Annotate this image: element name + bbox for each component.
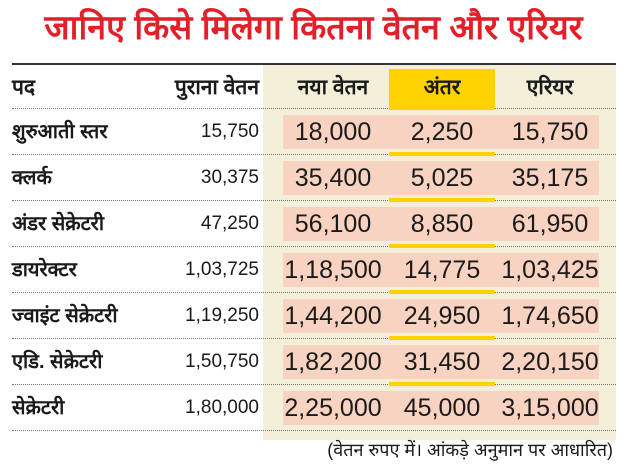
difference-highlight-strip bbox=[389, 152, 495, 156]
header-new-salary: नया वेतन bbox=[297, 76, 369, 99]
cell-post: ज्वाइंट सेक्रेटरी bbox=[12, 305, 118, 327]
row-separator bbox=[12, 246, 616, 247]
footnote: (वेतन रुपए में। आंकड़े अनुमान पर आधारित) bbox=[327, 440, 613, 460]
difference-highlight-strip bbox=[389, 336, 495, 340]
value-cell-background bbox=[283, 115, 599, 149]
cell-new-salary: 1,44,200 bbox=[284, 302, 382, 330]
cell-new-salary: 1,18,500 bbox=[284, 256, 382, 284]
value-cell-background bbox=[283, 345, 599, 379]
cell-arrear: 1,74,650 bbox=[501, 302, 599, 330]
cell-difference: 14,775 bbox=[403, 256, 481, 284]
cell-post: शुरुआती स्तर bbox=[12, 121, 108, 143]
cell-new-salary: 35,400 bbox=[294, 164, 372, 192]
table-header-row: पद पुराना वेतन नया वेतन अंतर एरियर bbox=[12, 65, 616, 111]
table-row: अंडर सेक्रेटरी 47,250 56,100 8,850 61,950 bbox=[12, 201, 616, 247]
cell-old-salary: 47,250 bbox=[200, 213, 259, 234]
cell-post: सेक्रेटरी bbox=[12, 397, 65, 419]
table-row: क्लर्क 30,375 35,400 5,025 35,175 bbox=[12, 155, 616, 201]
cell-arrear: 35,175 bbox=[511, 164, 589, 192]
cell-post: अंडर सेक्रेटरी bbox=[12, 213, 105, 235]
row-separator bbox=[12, 292, 616, 293]
cell-old-salary: 1,80,000 bbox=[185, 397, 259, 418]
header-old-salary: पुराना वेतन bbox=[174, 76, 259, 99]
difference-highlight-strip bbox=[389, 106, 495, 110]
cell-post: क्लर्क bbox=[12, 167, 52, 189]
cell-new-salary: 56,100 bbox=[294, 210, 372, 238]
cell-arrear: 3,15,000 bbox=[501, 394, 599, 422]
value-cell-background bbox=[283, 391, 599, 425]
difference-highlight-strip bbox=[389, 290, 495, 294]
row-separator bbox=[12, 108, 616, 109]
value-cell-background bbox=[283, 299, 599, 333]
row-separator bbox=[12, 384, 616, 385]
table-row: सेक्रेटरी 1,80,000 2,25,000 45,000 3,15,000 bbox=[12, 385, 616, 431]
cell-new-salary: 1,82,200 bbox=[284, 348, 382, 376]
cell-old-salary: 1,03,725 bbox=[185, 259, 259, 280]
cell-difference: 31,450 bbox=[403, 348, 481, 376]
cell-difference: 5,025 bbox=[410, 164, 474, 192]
cell-arrear: 61,950 bbox=[511, 210, 589, 238]
table-row: एडि. सेक्रेटरी 1,50,750 1,82,200 31,450 2,20… bbox=[12, 339, 616, 385]
header-post: पद bbox=[12, 76, 36, 99]
difference-header-highlight bbox=[389, 69, 495, 107]
value-cell-background bbox=[283, 161, 599, 195]
cell-new-salary: 18,000 bbox=[294, 118, 372, 146]
cell-old-salary: 15,750 bbox=[200, 121, 259, 142]
difference-highlight-strip bbox=[389, 382, 495, 386]
infographic-title: जानिए किसे मिलेगा कितना वेतन और एरियर bbox=[44, 9, 583, 47]
value-cell-background bbox=[283, 253, 599, 287]
cell-new-salary: 2,25,000 bbox=[284, 394, 382, 422]
top-rule bbox=[12, 63, 616, 65]
row-separator bbox=[12, 200, 616, 201]
cell-arrear: 15,750 bbox=[511, 118, 589, 146]
row-separator bbox=[12, 154, 616, 155]
table-row: शुरुआती स्तर 15,750 18,000 2,250 15,750 bbox=[12, 109, 616, 155]
value-cell-background bbox=[283, 207, 599, 241]
table-row: ज्वाइंट सेक्रेटरी 1,19,250 1,44,200 24,950 1… bbox=[12, 293, 616, 339]
cell-difference: 24,950 bbox=[403, 302, 481, 330]
cell-old-salary: 1,50,750 bbox=[185, 351, 259, 372]
row-separator bbox=[12, 338, 616, 339]
difference-highlight-strip bbox=[389, 198, 495, 202]
row-separator bbox=[12, 430, 616, 431]
cell-old-salary: 30,375 bbox=[200, 167, 259, 188]
cell-difference: 2,250 bbox=[410, 118, 474, 146]
cell-difference: 45,000 bbox=[403, 394, 481, 422]
cell-post: डायरेक्टर bbox=[12, 259, 77, 281]
cell-old-salary: 1,19,250 bbox=[185, 305, 259, 326]
difference-highlight-strip bbox=[389, 244, 495, 248]
cell-arrear: 1,03,425 bbox=[501, 256, 599, 284]
cell-arrear: 2,20,150 bbox=[501, 348, 599, 376]
table-row: डायरेक्टर 1,03,725 1,18,500 14,775 1,03,425 bbox=[12, 247, 616, 293]
cell-post: एडि. सेक्रेटरी bbox=[12, 351, 103, 373]
header-arrear: एरियर bbox=[526, 76, 574, 99]
header-difference: अंतर bbox=[423, 76, 461, 99]
cell-difference: 8,850 bbox=[410, 210, 474, 238]
